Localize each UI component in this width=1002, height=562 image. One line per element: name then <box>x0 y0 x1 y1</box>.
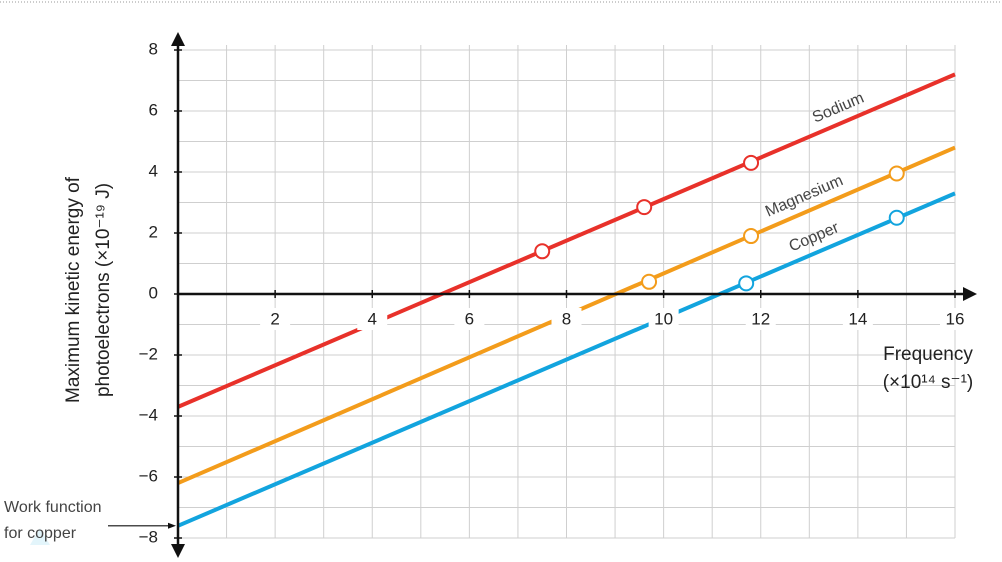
data-point <box>641 273 658 290</box>
series-line <box>177 191 956 528</box>
annotation: for copper <box>4 525 77 542</box>
x-tick-label: 4 <box>368 309 377 328</box>
y-tick-label: 2 <box>149 222 158 241</box>
tick-label-bg <box>745 308 776 330</box>
y-tick-label: 6 <box>149 100 158 119</box>
data-point <box>743 228 760 245</box>
y-axis-label-line: photoelectrons (×10⁻¹⁹ J) <box>93 183 114 397</box>
y-axis-arrow <box>171 544 185 558</box>
tick-label-bg <box>357 308 388 330</box>
y-axis-arrow <box>171 32 185 46</box>
tick-label-bg <box>551 308 582 330</box>
data-point <box>534 243 551 260</box>
x-tick-label: 2 <box>270 309 279 328</box>
y-tick-label: 8 <box>149 39 158 58</box>
y-tick-label: 0 <box>149 283 158 302</box>
x-tick-label: 10 <box>654 309 673 328</box>
y-tick-label: −6 <box>139 466 158 485</box>
series-label: Copper <box>787 219 843 256</box>
data-point <box>743 154 760 171</box>
x-axis-label: Frequency <box>883 344 973 365</box>
x-axis-arrow <box>963 287 977 301</box>
tick-label-bg <box>454 308 485 330</box>
y-axis-label: Maximum kinetic energy of photoelectrons … <box>63 176 114 403</box>
data-point <box>738 275 755 292</box>
decoration <box>30 528 50 545</box>
y-tick-label: −8 <box>139 527 158 546</box>
tick-label-bg <box>648 308 679 330</box>
tick-label-bg <box>842 308 873 330</box>
annotation-arrowhead <box>168 522 176 529</box>
x-axis-label: (×10¹⁴ s⁻¹) <box>883 372 974 393</box>
tick-label-bg <box>940 308 970 330</box>
tick-label-bg <box>260 308 291 330</box>
x-tick-label: 6 <box>465 309 474 328</box>
series-line <box>177 72 956 409</box>
x-tick-label: 16 <box>946 309 965 328</box>
y-axis-label-line: Maximum kinetic energy of <box>63 176 84 403</box>
y-tick-label: −2 <box>139 344 158 363</box>
y-tick-label: 4 <box>149 161 158 180</box>
x-tick-label: 8 <box>562 309 571 328</box>
x-tick-label: 12 <box>751 309 770 328</box>
data-point <box>888 209 905 226</box>
annotation: Work function <box>4 499 102 516</box>
data-point <box>888 165 905 182</box>
x-tick-label: 14 <box>848 309 867 328</box>
data-point <box>636 199 653 216</box>
y-tick-label: −4 <box>139 405 158 424</box>
